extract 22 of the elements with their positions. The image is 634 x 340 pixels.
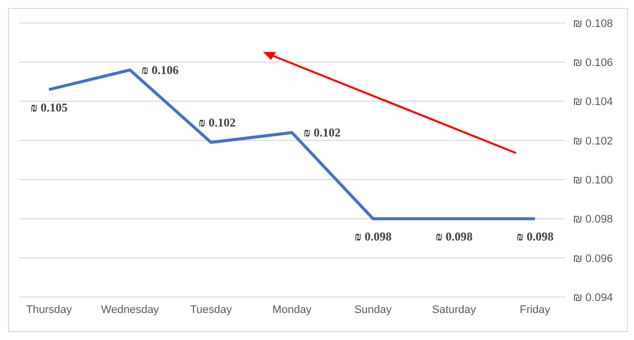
data-label: ₪ 0.098 (354, 230, 392, 244)
y-tick-label: ₪ 0.108 (573, 18, 613, 30)
data-label: ₪ 0.106 (141, 62, 179, 77)
y-tick-label: ₪ 0.102 (573, 135, 613, 148)
data-label: ₪ 0.102 (198, 115, 236, 130)
x-tick-label: Tuesday (190, 304, 232, 316)
y-tick-label: ₪ 0.106 (573, 57, 613, 70)
data-label: ₪ 0.105 (30, 100, 68, 115)
y-tick-label: ₪ 0.096 (573, 252, 613, 265)
y-tick-label: ₪ 0.094 (573, 292, 613, 304)
data-label: ₪ 0.098 (435, 230, 473, 244)
x-tick-label: Thursday (26, 304, 72, 316)
y-tick-label: ₪ 0.098 (573, 214, 613, 226)
x-tick-label: Monday (272, 304, 312, 316)
y-tick-label: ₪ 0.100 (573, 174, 613, 186)
data-label: ₪ 0.102 (303, 126, 341, 140)
x-tick-label: Wednesday (101, 304, 160, 316)
y-tick-label: ₪ 0.104 (573, 96, 613, 108)
x-tick-label: Saturday (432, 304, 477, 316)
x-tick-label: Sunday (354, 304, 392, 316)
data-label: ₪ 0.098 (516, 230, 554, 244)
x-tick-label: Friday (520, 304, 551, 316)
